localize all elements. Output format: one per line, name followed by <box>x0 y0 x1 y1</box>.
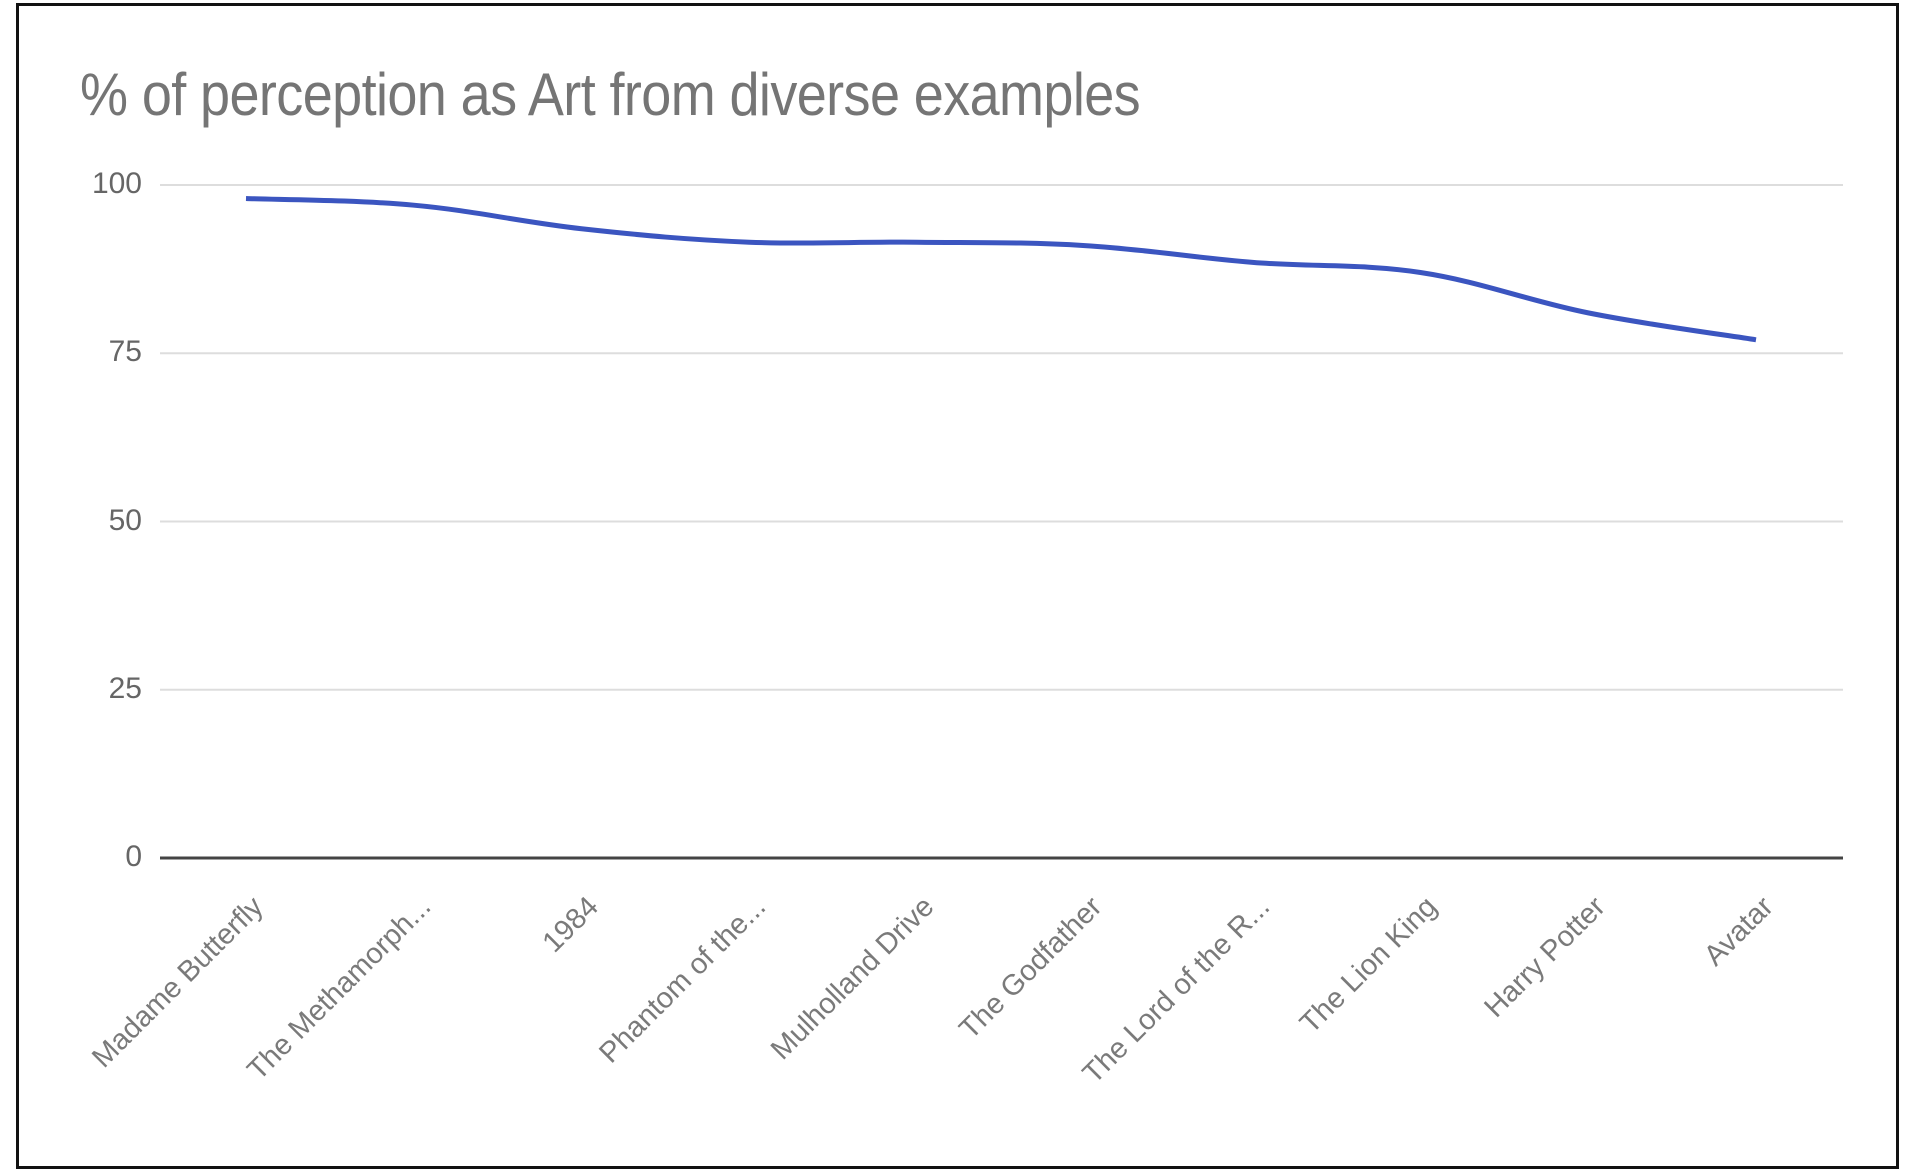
y-tick-label: 75 <box>108 335 142 369</box>
chart-frame <box>16 3 1899 1169</box>
data-series <box>245 195 1757 343</box>
chart-title: % of perception as Art from diverse exam… <box>80 61 1141 129</box>
series-line <box>245 195 1757 343</box>
y-tick-label: 50 <box>108 503 142 537</box>
y-tick-label: 100 <box>91 167 142 200</box>
y-tick-label: 0 <box>125 840 142 873</box>
gridlines <box>160 184 1843 691</box>
y-tick-label: 25 <box>108 671 142 705</box>
